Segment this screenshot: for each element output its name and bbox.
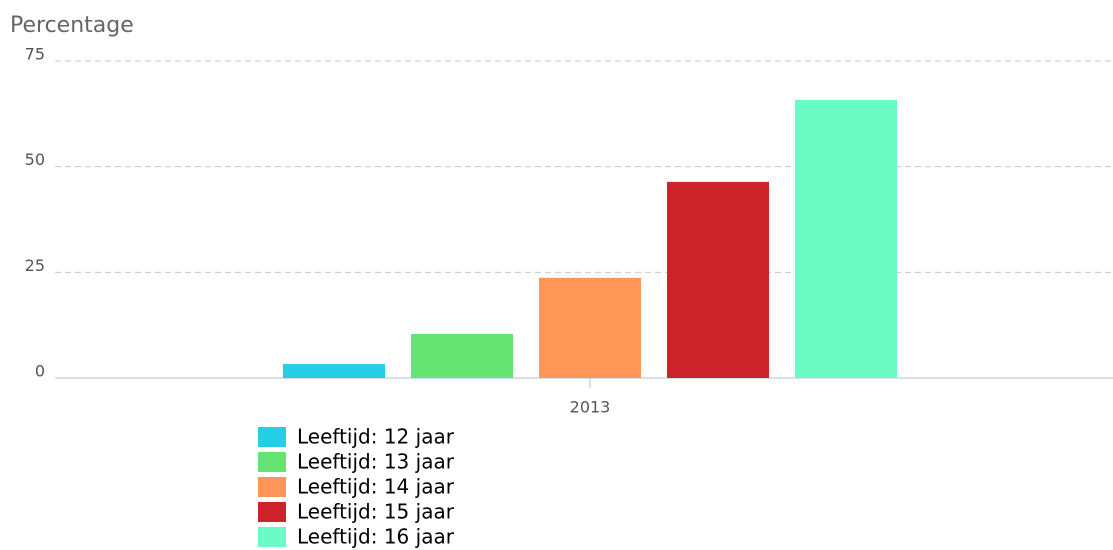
- legend-swatch: [258, 452, 286, 472]
- legend-swatch: [258, 527, 286, 547]
- y-tick-label: 75: [25, 45, 45, 64]
- legend-label: Leeftijd: 13 jaar: [297, 450, 455, 474]
- legend-swatch: [258, 477, 286, 497]
- x-tick-label: 2013: [570, 398, 611, 417]
- y-axis-title: Percentage: [10, 13, 134, 38]
- y-tick-label: 25: [25, 256, 45, 275]
- legend-swatch: [258, 427, 286, 447]
- y-tick-label: 50: [25, 150, 45, 169]
- bar: [283, 364, 385, 378]
- legend-swatch: [258, 502, 286, 522]
- bar: [539, 277, 641, 378]
- bar: [795, 99, 897, 379]
- bar: [667, 181, 769, 378]
- bar: [411, 334, 513, 378]
- legend-label: Leeftijd: 15 jaar: [297, 500, 455, 524]
- legend-label: Leeftijd: 14 jaar: [297, 475, 455, 499]
- y-tick-label: 0: [35, 362, 45, 381]
- legend-label: Leeftijd: 12 jaar: [297, 425, 455, 449]
- legend-label: Leeftijd: 16 jaar: [297, 525, 455, 549]
